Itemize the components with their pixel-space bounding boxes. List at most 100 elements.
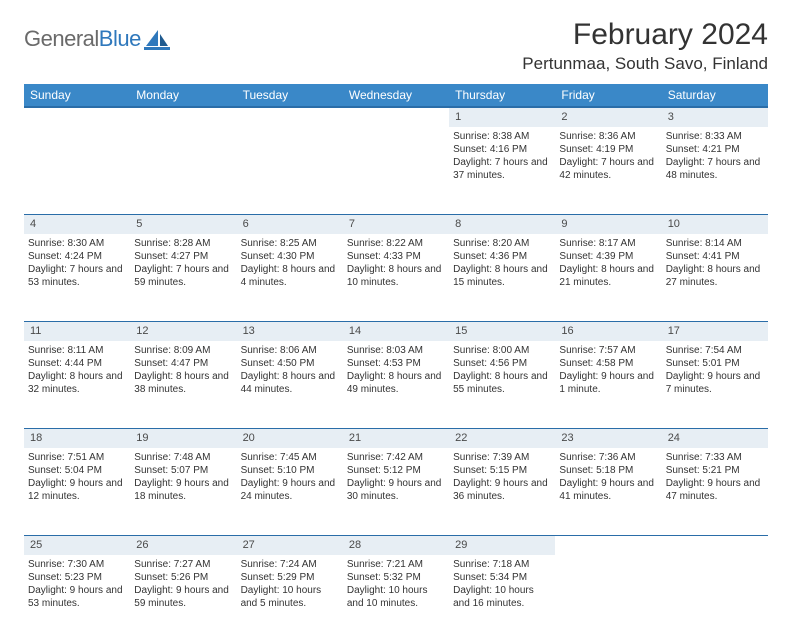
weekday-header: Wednesday [343,84,449,107]
logo-word1: General [24,26,99,51]
day-number-cell: 18 [24,429,130,448]
daylight-line: Daylight: 8 hours and 32 minutes. [28,370,126,396]
day-number-cell: 16 [555,322,661,341]
day-cell: Sunrise: 8:30 AMSunset: 4:24 PMDaylight:… [24,234,130,322]
day-number-cell [130,107,236,127]
day-cell: Sunrise: 8:00 AMSunset: 4:56 PMDaylight:… [449,341,555,429]
sunset-line: Sunset: 4:39 PM [559,250,657,263]
sunset-line: Sunset: 4:16 PM [453,143,551,156]
day-number-cell: 8 [449,215,555,234]
day-cell [24,127,130,215]
week-row: Sunrise: 7:30 AMSunset: 5:23 PMDaylight:… [24,555,768,643]
calendar-head: SundayMondayTuesdayWednesdayThursdayFrid… [24,84,768,107]
weekday-header: Tuesday [237,84,343,107]
day-number-cell: 17 [662,322,768,341]
weekday-header: Monday [130,84,236,107]
daylight-line: Daylight: 9 hours and 59 minutes. [134,584,232,610]
sunrise-line: Sunrise: 7:51 AM [28,451,126,464]
day-cell: Sunrise: 7:27 AMSunset: 5:26 PMDaylight:… [130,555,236,643]
day-cell [130,127,236,215]
weekday-header: Thursday [449,84,555,107]
sunset-line: Sunset: 4:58 PM [559,357,657,370]
daylight-line: Daylight: 9 hours and 18 minutes. [134,477,232,503]
day-cell: Sunrise: 8:17 AMSunset: 4:39 PMDaylight:… [555,234,661,322]
daylight-line: Daylight: 9 hours and 1 minute. [559,370,657,396]
daynum-row: 18192021222324 [24,429,768,448]
day-cell: Sunrise: 7:42 AMSunset: 5:12 PMDaylight:… [343,448,449,536]
day-number-cell: 24 [662,429,768,448]
day-cell: Sunrise: 7:45 AMSunset: 5:10 PMDaylight:… [237,448,343,536]
day-number-cell: 7 [343,215,449,234]
daynum-row: 45678910 [24,215,768,234]
day-cell [662,555,768,643]
daynum-row: 2526272829 [24,536,768,555]
day-number-cell: 19 [130,429,236,448]
week-row: Sunrise: 7:51 AMSunset: 5:04 PMDaylight:… [24,448,768,536]
sunset-line: Sunset: 4:27 PM [134,250,232,263]
daylight-line: Daylight: 9 hours and 12 minutes. [28,477,126,503]
weekday-header: Sunday [24,84,130,107]
sunset-line: Sunset: 4:21 PM [666,143,764,156]
sunrise-line: Sunrise: 7:45 AM [241,451,339,464]
day-cell: Sunrise: 7:33 AMSunset: 5:21 PMDaylight:… [662,448,768,536]
sunset-line: Sunset: 5:10 PM [241,464,339,477]
day-number-cell: 5 [130,215,236,234]
daylight-line: Daylight: 10 hours and 16 minutes. [453,584,551,610]
sunrise-line: Sunrise: 8:22 AM [347,237,445,250]
weekday-header: Saturday [662,84,768,107]
sunrise-line: Sunrise: 7:36 AM [559,451,657,464]
day-cell: Sunrise: 8:25 AMSunset: 4:30 PMDaylight:… [237,234,343,322]
sunrise-line: Sunrise: 8:25 AM [241,237,339,250]
sunrise-line: Sunrise: 8:00 AM [453,344,551,357]
sunset-line: Sunset: 4:30 PM [241,250,339,263]
day-cell: Sunrise: 8:03 AMSunset: 4:53 PMDaylight:… [343,341,449,429]
sunset-line: Sunset: 5:32 PM [347,571,445,584]
sunset-line: Sunset: 4:53 PM [347,357,445,370]
sunset-line: Sunset: 5:23 PM [28,571,126,584]
day-cell: Sunrise: 8:06 AMSunset: 4:50 PMDaylight:… [237,341,343,429]
daylight-line: Daylight: 9 hours and 53 minutes. [28,584,126,610]
sunset-line: Sunset: 5:18 PM [559,464,657,477]
day-number-cell: 13 [237,322,343,341]
day-number-cell: 14 [343,322,449,341]
day-number-cell: 20 [237,429,343,448]
daylight-line: Daylight: 8 hours and 55 minutes. [453,370,551,396]
day-number-cell: 26 [130,536,236,555]
title-block: February 2024 Pertunmaa, South Savo, Fin… [522,18,768,74]
day-number-cell [662,536,768,555]
day-cell: Sunrise: 7:39 AMSunset: 5:15 PMDaylight:… [449,448,555,536]
sunset-line: Sunset: 5:07 PM [134,464,232,477]
sunrise-line: Sunrise: 8:30 AM [28,237,126,250]
day-cell: Sunrise: 7:30 AMSunset: 5:23 PMDaylight:… [24,555,130,643]
header: GeneralBlue February 2024 Pertunmaa, Sou… [24,18,768,74]
daynum-row: 11121314151617 [24,322,768,341]
day-number-cell: 28 [343,536,449,555]
sunset-line: Sunset: 4:24 PM [28,250,126,263]
sunset-line: Sunset: 5:21 PM [666,464,764,477]
location: Pertunmaa, South Savo, Finland [522,54,768,74]
sunrise-line: Sunrise: 8:17 AM [559,237,657,250]
day-cell: Sunrise: 7:36 AMSunset: 5:18 PMDaylight:… [555,448,661,536]
day-number-cell: 29 [449,536,555,555]
logo-word2: Blue [99,26,141,51]
sunrise-line: Sunrise: 7:21 AM [347,558,445,571]
sunset-line: Sunset: 5:04 PM [28,464,126,477]
sunrise-line: Sunrise: 7:24 AM [241,558,339,571]
calendar-table: SundayMondayTuesdayWednesdayThursdayFrid… [24,84,768,643]
day-cell: Sunrise: 7:51 AMSunset: 5:04 PMDaylight:… [24,448,130,536]
day-number-cell: 21 [343,429,449,448]
day-cell [343,127,449,215]
sunrise-line: Sunrise: 7:18 AM [453,558,551,571]
day-number-cell: 9 [555,215,661,234]
daylight-line: Daylight: 8 hours and 49 minutes. [347,370,445,396]
daylight-line: Daylight: 10 hours and 5 minutes. [241,584,339,610]
daynum-row: 123 [24,107,768,127]
daylight-line: Daylight: 7 hours and 53 minutes. [28,263,126,289]
day-number-cell: 4 [24,215,130,234]
sunrise-line: Sunrise: 8:14 AM [666,237,764,250]
day-number-cell: 23 [555,429,661,448]
day-cell: Sunrise: 8:36 AMSunset: 4:19 PMDaylight:… [555,127,661,215]
day-number-cell: 27 [237,536,343,555]
daylight-line: Daylight: 8 hours and 27 minutes. [666,263,764,289]
day-number-cell [237,107,343,127]
